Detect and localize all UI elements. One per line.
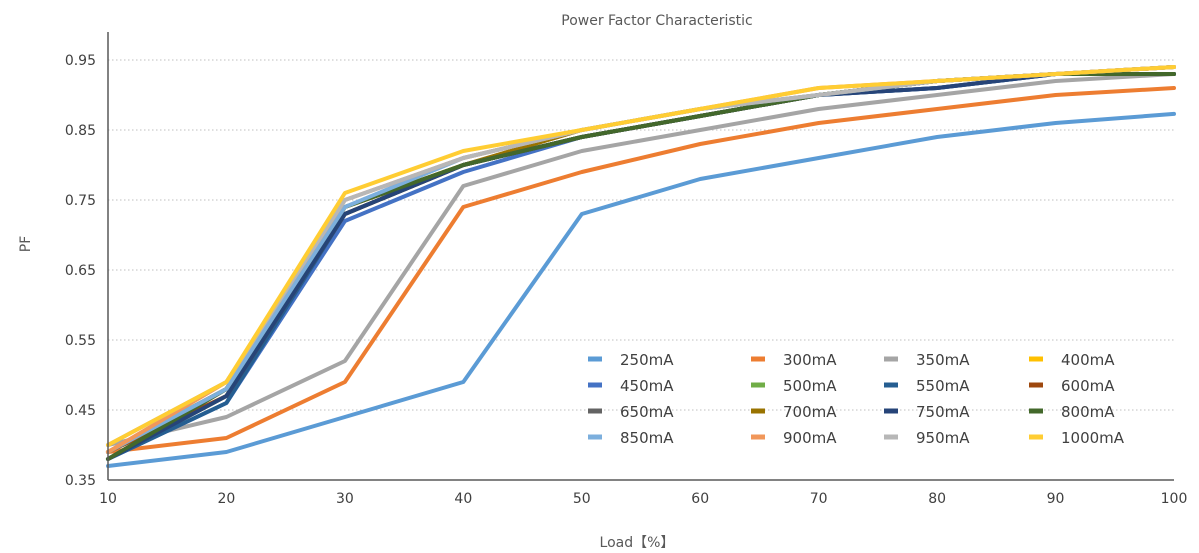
- legend-label: 450mA: [620, 377, 674, 395]
- x-tick-label: 20: [218, 491, 236, 507]
- series-line-550mA: [106, 72, 1176, 461]
- series-line-350mA: [106, 72, 1176, 447]
- y-tick-label: 0.55: [65, 333, 96, 349]
- series-line-300mA: [106, 86, 1176, 454]
- legend-label: 350mA: [916, 351, 970, 369]
- x-tick-label: 80: [928, 491, 946, 507]
- legend-label: 900mA: [783, 429, 837, 447]
- legend-label: 500mA: [783, 377, 837, 395]
- legend-label: 700mA: [783, 403, 837, 421]
- x-tick-label: 70: [810, 491, 828, 507]
- legend: 250mA 300mA 350mA 400mA 450mA 500mA 550mA 600mA…: [588, 351, 1125, 447]
- y-tick-label: 0.45: [65, 403, 96, 419]
- series-line-500mA: [106, 72, 1176, 461]
- legend-label: 400mA: [1061, 351, 1115, 369]
- series-line-250mA: [106, 111, 1176, 468]
- x-tick-label: 10: [99, 491, 117, 507]
- x-tick-label: 50: [573, 491, 591, 507]
- y-tick-label: 0.65: [65, 263, 96, 279]
- series-line-1000mA: [106, 65, 1176, 447]
- x-tick-label: 90: [1047, 491, 1065, 507]
- x-tick-label: 30: [336, 491, 354, 507]
- y-tick-label: 0.85: [65, 123, 96, 139]
- x-tick-labels: 10 20 30 40 50 60 70 80 90 100: [99, 491, 1187, 507]
- y-tick-label: 0.35: [65, 473, 96, 489]
- x-tick-label: 100: [1161, 491, 1188, 507]
- legend-label: 850mA: [620, 429, 674, 447]
- legend-label: 800mA: [1061, 403, 1115, 421]
- y-tick-labels: 0.35 0.45 0.55 0.65 0.75 0.85 0.95: [65, 53, 96, 489]
- legend-label: 600mA: [1061, 377, 1115, 395]
- series-line-750mA: [106, 72, 1176, 461]
- legend-label: 1000mA: [1061, 429, 1125, 447]
- y-axis-label: PF: [18, 236, 34, 253]
- y-tick-label: 0.75: [65, 193, 96, 209]
- legend-label: 650mA: [620, 403, 674, 421]
- legend-label: 750mA: [916, 403, 970, 421]
- x-tick-label: 60: [691, 491, 709, 507]
- series-line-450mA: [106, 72, 1176, 461]
- x-tick-label: 40: [454, 491, 472, 507]
- series-lines: [106, 65, 1176, 468]
- y-tick-label: 0.95: [65, 53, 96, 69]
- legend-label: 300mA: [783, 351, 837, 369]
- x-axis-label: Load【%】: [600, 535, 675, 551]
- legend-label: 250mA: [620, 351, 674, 369]
- legend-label: 950mA: [916, 429, 970, 447]
- series-line-800mA: [106, 72, 1176, 461]
- legend-label: 550mA: [916, 377, 970, 395]
- chart-title: Power Factor Characteristic: [561, 13, 752, 29]
